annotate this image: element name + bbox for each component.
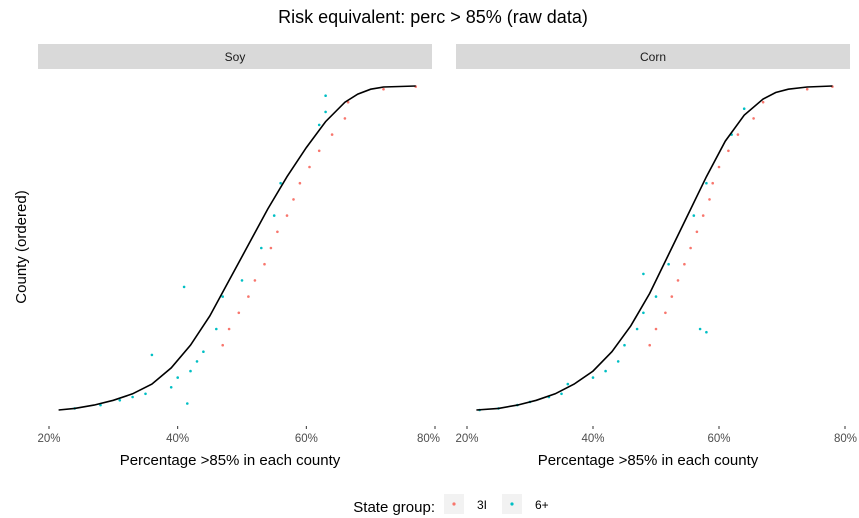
- data-point-3i: [298, 181, 302, 185]
- data-point-6plus: [642, 272, 645, 276]
- data-point-6plus: [566, 382, 570, 386]
- legend: State group: 3I 6+: [353, 494, 549, 516]
- panel-soy: Soy 20% 40% 60% 80% Percentage >85% in each c…: [37, 44, 440, 469]
- data-point-3i: [382, 87, 385, 91]
- legend-label: 3I: [477, 498, 487, 512]
- x-tick-label: 40%: [166, 433, 189, 445]
- chart-panels: Soy 20% 40% 60% 80% Percentage >85% in each c…: [37, 44, 857, 469]
- data-point-3i: [654, 327, 658, 331]
- data-point-6plus: [742, 107, 746, 110]
- data-point-6plus: [616, 360, 620, 363]
- x-tick-label: 60%: [707, 433, 730, 445]
- data-point-6plus: [324, 94, 327, 97]
- cumulative-line: [58, 85, 416, 411]
- legend-key-point: [510, 502, 514, 506]
- data-point-3i: [670, 295, 674, 298]
- x-tick-label: 60%: [295, 433, 318, 445]
- data-point-3i: [727, 149, 730, 153]
- x-tick-label: 80%: [417, 433, 440, 445]
- data-point-3i: [253, 279, 257, 282]
- x-tick-label: 40%: [581, 433, 604, 445]
- data-point-6plus: [195, 360, 199, 363]
- data-point-6plus: [221, 295, 224, 298]
- x-tick-label: 20%: [37, 433, 60, 445]
- data-point-6plus: [705, 330, 708, 334]
- data-point-6plus: [635, 327, 639, 331]
- data-point-3i: [805, 87, 809, 91]
- data-point-6plus: [131, 395, 134, 399]
- data-point-6plus: [591, 376, 595, 379]
- facet-strip: [456, 44, 850, 69]
- data-point-6plus: [279, 181, 282, 185]
- data-point-3i: [689, 246, 692, 250]
- data-point-6plus: [667, 262, 670, 266]
- data-point-6plus: [144, 392, 147, 396]
- data-point-3i: [708, 198, 711, 201]
- data-point-3i: [717, 165, 721, 169]
- data-point-6plus: [324, 110, 327, 114]
- facet-strip: [38, 44, 432, 69]
- data-point-3i: [676, 279, 680, 282]
- x-axis-title: Percentage >85% in each county: [538, 452, 759, 469]
- data-point-3i: [285, 214, 289, 217]
- data-point-6plus: [176, 376, 179, 379]
- facet-strip-label: Soy: [225, 50, 246, 64]
- data-point-3i: [343, 117, 347, 120]
- data-point-3i: [317, 149, 321, 153]
- data-point-3i: [269, 246, 273, 250]
- data-point-3i: [736, 133, 740, 136]
- data-point-6plus: [118, 399, 122, 402]
- legend-title: State group:: [353, 499, 435, 516]
- data-point-3i: [701, 214, 705, 217]
- x-tick-label: 20%: [455, 433, 478, 445]
- data-point-3i: [695, 230, 699, 234]
- data-point-6plus: [169, 386, 173, 389]
- panel-corn: Corn 20% 40% 60% 80% Percentage >85% in each …: [455, 44, 857, 469]
- data-point-6plus: [692, 214, 696, 217]
- data-point-3i: [247, 295, 250, 298]
- x-tick-label: 80%: [834, 433, 857, 445]
- data-point-6plus: [260, 246, 263, 250]
- data-point-6plus: [317, 123, 321, 127]
- data-point-3i: [330, 133, 334, 136]
- data-point-3i: [276, 230, 279, 234]
- legend-key-point: [452, 502, 456, 506]
- data-point-3i: [664, 311, 667, 315]
- data-point-6plus: [215, 327, 218, 331]
- data-point-3i: [761, 100, 765, 104]
- data-point-6plus: [604, 369, 607, 373]
- data-point-6plus: [654, 295, 658, 298]
- data-point-6plus: [240, 279, 244, 282]
- data-point-3i: [292, 198, 295, 201]
- data-point-6plus: [202, 350, 205, 354]
- x-axis-title: Percentage >85% in each county: [120, 452, 341, 469]
- data-point-6plus: [186, 402, 189, 405]
- data-point-6plus: [272, 214, 276, 217]
- data-point-6plus: [182, 285, 186, 289]
- data-point-3i: [346, 100, 350, 104]
- legend-label: 6+: [535, 498, 549, 512]
- data-point-3i: [221, 343, 224, 347]
- cumulative-line: [476, 85, 833, 411]
- data-point-6plus: [705, 181, 708, 185]
- data-point-3i: [237, 311, 241, 315]
- data-point-6plus: [698, 327, 702, 331]
- data-point-3i: [308, 165, 311, 169]
- data-point-3i: [752, 117, 755, 120]
- data-point-3i: [711, 181, 714, 185]
- data-point-6plus: [150, 353, 154, 357]
- chart-title: Risk equivalent: perc > 85% (raw data): [278, 7, 588, 27]
- data-point-6plus: [623, 343, 626, 347]
- data-point-3i: [648, 343, 651, 347]
- data-point-3i: [227, 327, 231, 331]
- data-point-6plus: [560, 392, 563, 396]
- y-axis-title: County (ordered): [13, 190, 30, 303]
- data-point-3i: [683, 262, 686, 266]
- facet-strip-label: Corn: [640, 50, 666, 64]
- data-point-3i: [263, 262, 266, 266]
- data-point-6plus: [642, 311, 645, 315]
- data-point-6plus: [189, 369, 192, 373]
